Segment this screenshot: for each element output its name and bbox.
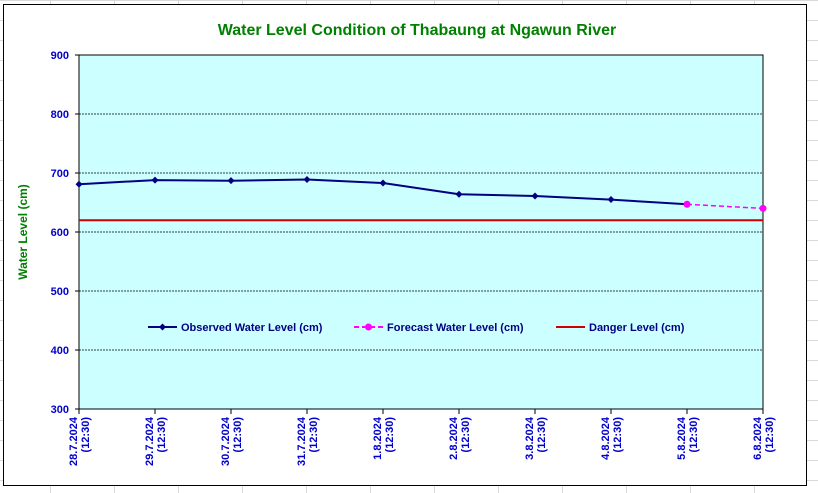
x-tick-date: 1.8.2024 <box>372 416 384 460</box>
legend-entry: Danger Level (cm) <box>556 322 685 334</box>
x-tick-time: (12:30) <box>156 417 168 453</box>
x-tick-date: 2.8.2024 <box>448 416 460 460</box>
x-tick-time: (12:30) <box>764 417 776 453</box>
observed-point <box>75 180 83 188</box>
y-axis-label: Water Level (cm) <box>16 184 30 280</box>
x-tick-label: 5.8.2024 (12:30) <box>676 416 700 460</box>
x-tick-time: (12:30) <box>384 417 396 453</box>
x-tick-label: 1.8.2024 (12:30) <box>372 416 396 460</box>
forecast-point <box>683 200 691 208</box>
series <box>75 175 767 222</box>
x-tick-date: 6.8.2024 <box>752 416 764 460</box>
x-tick-labels: 28.7.2024 (12:30) 29.7.2024 (12:30) 30.7.202… <box>68 416 776 466</box>
x-tick-time: (12:30) <box>308 417 320 453</box>
x-tick-time: (12:30) <box>80 417 92 453</box>
x-tick-label: 31.7.2024 (12:30) <box>296 416 320 466</box>
x-tick-date: 4.8.2024 <box>600 416 612 460</box>
x-tick-label: 6.8.2024 (12:30) <box>752 416 776 460</box>
legend: Observed Water Level (cm) Forecast Water … <box>148 322 685 334</box>
x-tick-time: (12:30) <box>460 417 472 453</box>
legend-entry: Observed Water Level (cm) <box>148 322 323 334</box>
legend-label: Forecast Water Level (cm) <box>387 322 524 334</box>
series-line-forecast <box>686 203 764 210</box>
y-tick-label: 800 <box>51 109 69 121</box>
x-tick-date: 30.7.2024 <box>220 416 232 466</box>
x-tick-time: (12:30) <box>536 417 548 453</box>
y-tick-label: 700 <box>51 168 69 180</box>
x-tick-label: 30.7.2024 (12:30) <box>220 416 244 466</box>
x-tick-label: 29.7.2024 (12:30) <box>144 416 168 466</box>
x-tick-time: (12:30) <box>688 417 700 453</box>
observed-point <box>303 175 311 183</box>
y-tick-label: 900 <box>51 50 69 62</box>
x-tick-date: 3.8.2024 <box>524 416 536 460</box>
y-tick-label: 300 <box>51 404 69 416</box>
x-tick-label: 28.7.2024 (12:30) <box>68 416 92 466</box>
x-tick-label: 4.8.2024 (12:30) <box>600 416 624 460</box>
y-tick-labels: 300 400 500 600 700 800 900 <box>51 50 69 416</box>
observed-point <box>607 196 615 204</box>
x-tick-date: 29.7.2024 <box>144 416 156 466</box>
observed-point <box>379 179 387 187</box>
observed-point <box>455 190 463 198</box>
observed-point <box>151 176 159 184</box>
x-tick-time: (12:30) <box>232 417 244 453</box>
legend-marker <box>365 323 372 331</box>
y-tick-label: 400 <box>51 345 69 357</box>
gridlines <box>79 113 763 351</box>
x-tick-date: 5.8.2024 <box>676 416 688 460</box>
y-tick-label: 600 <box>51 227 69 239</box>
axes <box>75 54 764 414</box>
observed-point <box>227 177 235 185</box>
legend-marker <box>159 323 166 331</box>
observed-point <box>531 192 539 200</box>
x-tick-date: 28.7.2024 <box>68 416 80 466</box>
x-tick-label: 2.8.2024 (12:30) <box>448 416 472 460</box>
legend-label: Danger Level (cm) <box>589 322 685 334</box>
chart-title: Water Level Condition of Thabaung at Nga… <box>218 22 617 39</box>
legend-entry: Forecast Water Level (cm) <box>354 322 524 334</box>
x-tick-time: (12:30) <box>612 417 624 453</box>
x-tick-label: 3.8.2024 (12:30) <box>524 416 548 460</box>
legend-label: Observed Water Level (cm) <box>181 322 323 334</box>
x-tick-date: 31.7.2024 <box>296 416 308 466</box>
y-tick-label: 500 <box>51 286 69 298</box>
forecast-point <box>759 204 767 212</box>
